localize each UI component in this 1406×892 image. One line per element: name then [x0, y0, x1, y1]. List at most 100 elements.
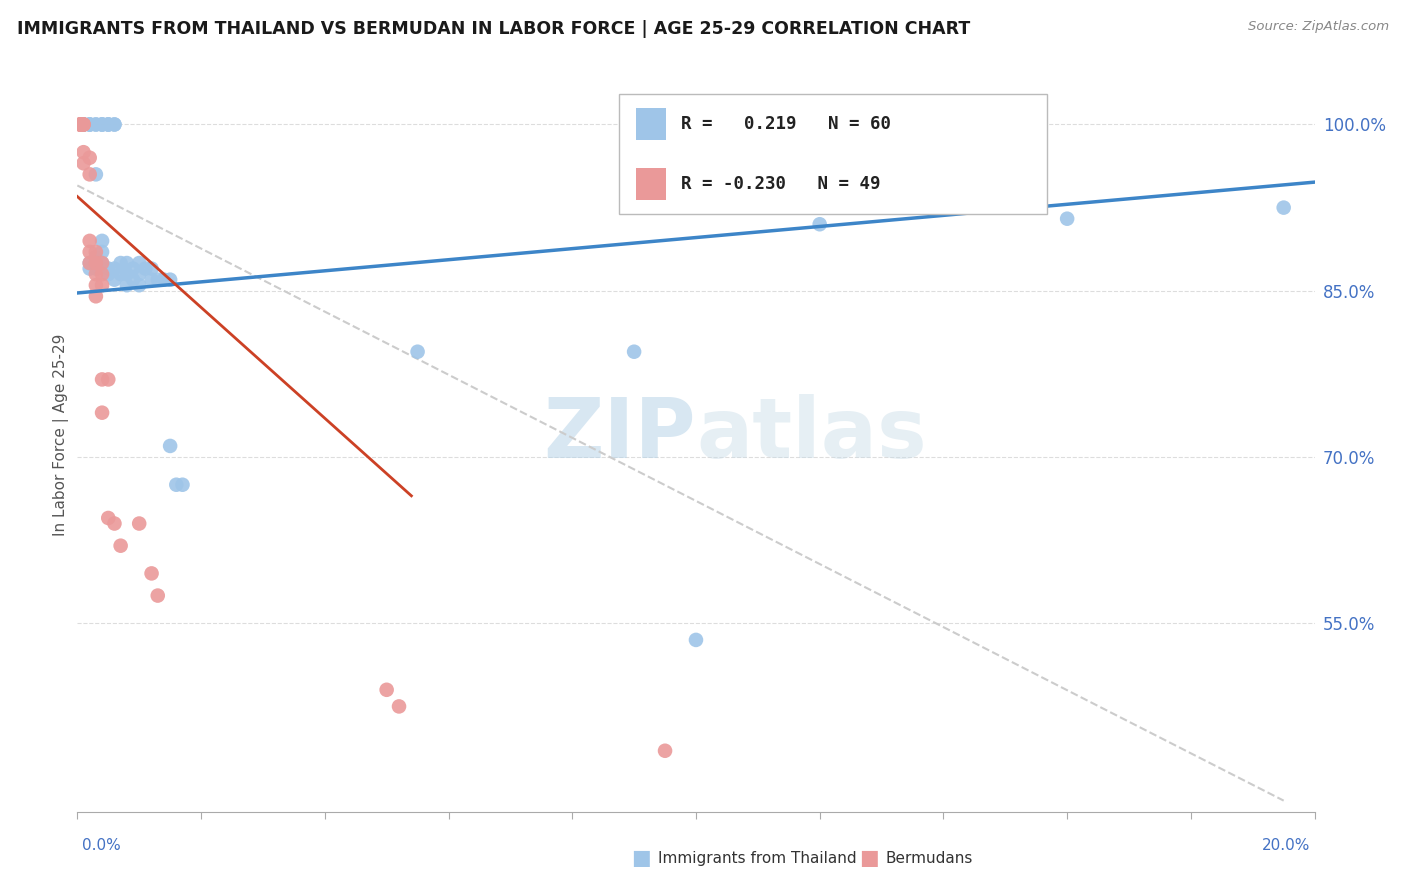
- Point: [110, 267, 132, 281]
- Point: [72, 118, 94, 132]
- Point: [97, 118, 120, 132]
- Point: [97, 118, 120, 132]
- Point: [97, 267, 120, 281]
- Point: [97, 511, 120, 525]
- Point: [141, 566, 163, 581]
- Text: R =   0.219   N = 60: R = 0.219 N = 60: [681, 115, 890, 133]
- Point: [69, 118, 91, 132]
- Text: ZIP: ZIP: [544, 394, 696, 475]
- Point: [103, 261, 125, 276]
- Point: [103, 118, 125, 132]
- Point: [91, 118, 114, 132]
- Point: [1272, 201, 1295, 215]
- Point: [79, 118, 101, 132]
- Point: [72, 118, 94, 132]
- Point: [159, 273, 181, 287]
- Point: [165, 477, 187, 491]
- Point: [91, 256, 114, 270]
- Point: [91, 118, 114, 132]
- Point: [72, 118, 94, 132]
- Point: [115, 278, 138, 293]
- Text: Source: ZipAtlas.com: Source: ZipAtlas.com: [1249, 20, 1389, 33]
- Point: [69, 118, 91, 132]
- Point: [69, 118, 91, 132]
- Point: [134, 261, 156, 276]
- Point: [69, 118, 91, 132]
- Point: [91, 118, 114, 132]
- Point: [97, 372, 120, 386]
- Text: Immigrants from Thailand: Immigrants from Thailand: [658, 851, 856, 865]
- Point: [69, 118, 91, 132]
- Point: [84, 251, 107, 265]
- Point: [146, 589, 169, 603]
- Text: Bermudans: Bermudans: [886, 851, 973, 865]
- Point: [97, 118, 120, 132]
- Point: [72, 118, 94, 132]
- Point: [103, 118, 125, 132]
- Point: [122, 261, 145, 276]
- Point: [128, 256, 150, 270]
- Point: [84, 267, 107, 281]
- Point: [110, 256, 132, 270]
- Point: [91, 372, 114, 386]
- Point: [1056, 211, 1078, 226]
- Point: [79, 118, 101, 132]
- Point: [91, 406, 114, 420]
- Point: [141, 261, 163, 276]
- Point: [79, 234, 101, 248]
- Point: [84, 118, 107, 132]
- Text: R = -0.230   N = 49: R = -0.230 N = 49: [681, 175, 880, 193]
- Point: [72, 118, 94, 132]
- Point: [685, 632, 707, 647]
- Point: [91, 234, 114, 248]
- Point: [84, 256, 107, 270]
- Point: [110, 539, 132, 553]
- Point: [115, 256, 138, 270]
- Text: 20.0%: 20.0%: [1263, 838, 1310, 853]
- Point: [84, 167, 107, 181]
- Point: [128, 278, 150, 293]
- Point: [79, 256, 101, 270]
- Point: [388, 699, 411, 714]
- Point: [172, 477, 194, 491]
- Point: [79, 151, 101, 165]
- Point: [72, 145, 94, 160]
- Point: [654, 744, 676, 758]
- Point: [79, 118, 101, 132]
- Point: [72, 118, 94, 132]
- Point: [623, 344, 645, 359]
- Point: [84, 261, 107, 276]
- Point: [79, 244, 101, 259]
- Text: 0.0%: 0.0%: [82, 838, 121, 853]
- Point: [146, 273, 169, 287]
- Point: [159, 439, 181, 453]
- Point: [84, 118, 107, 132]
- Point: [375, 682, 398, 697]
- Point: [79, 261, 101, 276]
- Point: [91, 267, 114, 281]
- Point: [72, 118, 94, 132]
- Point: [84, 278, 107, 293]
- Point: [141, 273, 163, 287]
- Point: [84, 256, 107, 270]
- Y-axis label: In Labor Force | Age 25-29: In Labor Force | Age 25-29: [53, 334, 69, 536]
- Text: ■: ■: [859, 848, 879, 868]
- Point: [406, 344, 429, 359]
- Point: [91, 244, 114, 259]
- Point: [115, 267, 138, 281]
- Point: [808, 217, 831, 231]
- Point: [103, 273, 125, 287]
- Point: [72, 156, 94, 170]
- Text: ■: ■: [631, 848, 651, 868]
- Point: [153, 273, 176, 287]
- Point: [84, 289, 107, 303]
- Point: [79, 167, 101, 181]
- Text: IMMIGRANTS FROM THAILAND VS BERMUDAN IN LABOR FORCE | AGE 25-29 CORRELATION CHAR: IMMIGRANTS FROM THAILAND VS BERMUDAN IN …: [17, 20, 970, 37]
- Point: [128, 267, 150, 281]
- Point: [79, 256, 101, 270]
- Text: atlas: atlas: [696, 394, 927, 475]
- Point: [97, 261, 120, 276]
- Point: [91, 278, 114, 293]
- Point: [122, 273, 145, 287]
- Point: [103, 516, 125, 531]
